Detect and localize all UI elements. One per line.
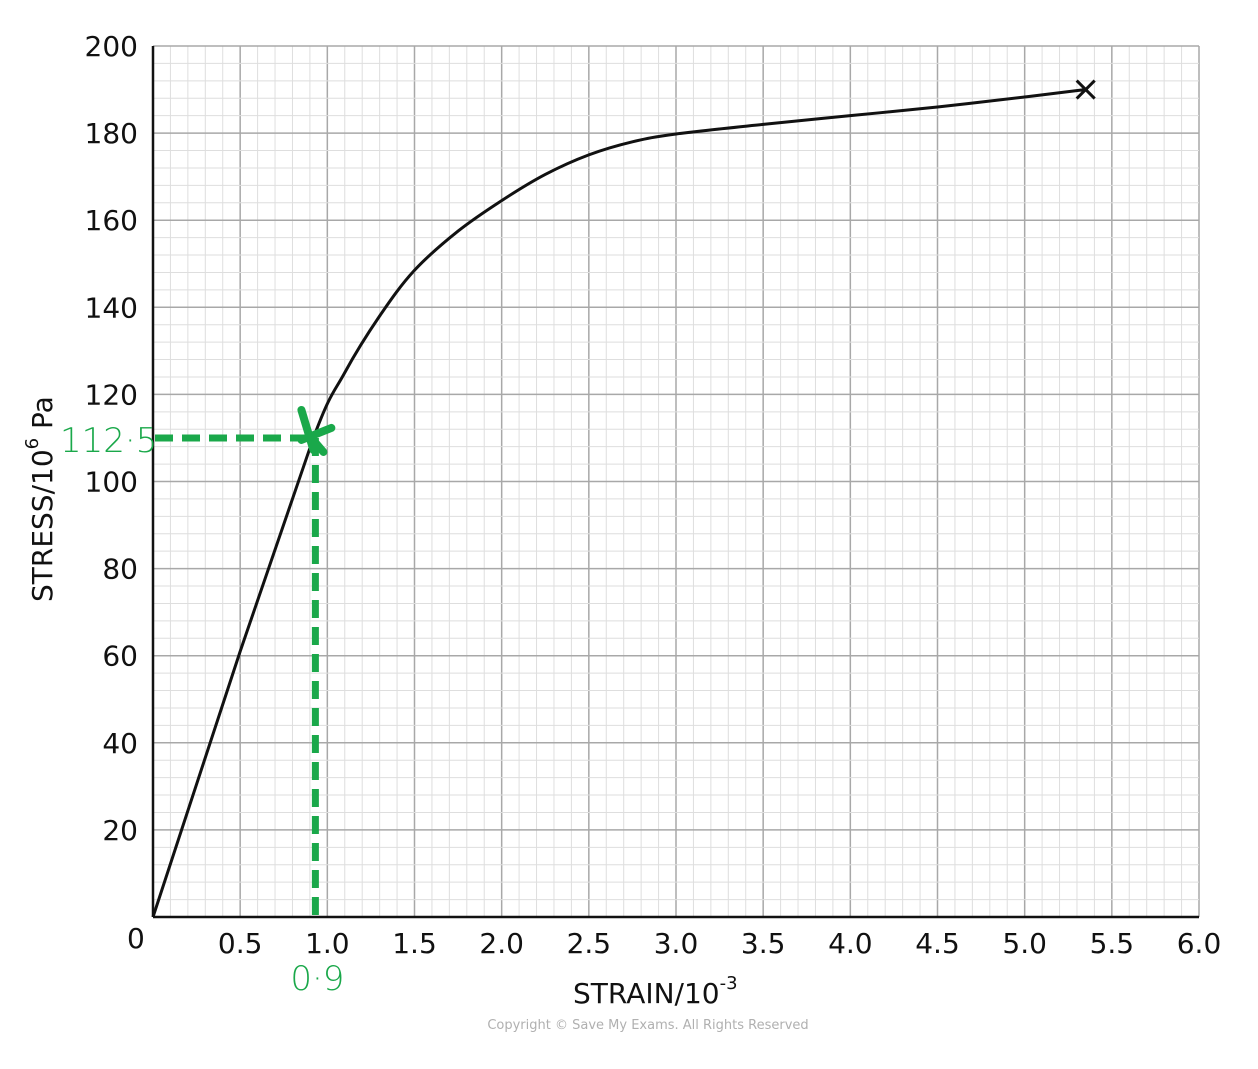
cross-marker <box>297 405 336 456</box>
end-marker <box>1075 79 1096 100</box>
tick-labels: 0.5 1.0 1.5 2.0 2.5 3.0 3.5 4.0 4.5 5.0 5.5 6.0 20 40… <box>85 30 1222 960</box>
origin-label: 0 <box>127 922 145 955</box>
y-tick-label: 160 <box>85 204 138 237</box>
x-tick-label: 4.0 <box>828 927 873 960</box>
x-tick-label: 3.5 <box>741 927 786 960</box>
x-tick-label: 6.0 <box>1177 927 1222 960</box>
series <box>151 79 1096 918</box>
y-tick-label: 60 <box>102 640 138 673</box>
y-tick-label: 20 <box>102 814 138 847</box>
x-tick-label: 3.0 <box>654 927 699 960</box>
series-line <box>151 88 1086 918</box>
y-tick-label: 100 <box>85 466 138 499</box>
y-tick-label: 120 <box>85 378 138 411</box>
x-axis-label: STRAIN/10-3 <box>573 973 738 1010</box>
y-tick-label: 80 <box>102 553 138 586</box>
x-tick-label: 5.5 <box>1090 927 1135 960</box>
y-axis-label: STRESS/106 Pa <box>22 396 59 602</box>
x-tick-label: 1.0 <box>305 927 350 960</box>
y-tick-label: 40 <box>102 727 138 760</box>
x-tick-label: 2.0 <box>479 927 524 960</box>
x-tick-label: 4.5 <box>915 927 960 960</box>
copyright: Copyright © Save My Exams. All Rights Re… <box>487 1018 808 1033</box>
x-tick-label: 1.5 <box>392 927 437 960</box>
y-tick-label: 140 <box>85 291 138 324</box>
x-tick-label: 0.5 <box>218 927 263 960</box>
x-tick-label: 5.0 <box>1002 927 1047 960</box>
annotation: 112·5 0·9 <box>60 405 344 999</box>
axes <box>151 46 1199 919</box>
y-tick-label: 200 <box>85 30 138 63</box>
x-tick-label: 2.5 <box>567 927 612 960</box>
grid <box>152 45 1200 918</box>
x-annotation-label: 0·9 <box>290 959 344 999</box>
y-annotation-label: 112·5 <box>60 421 157 461</box>
y-tick-label: 180 <box>85 117 138 150</box>
